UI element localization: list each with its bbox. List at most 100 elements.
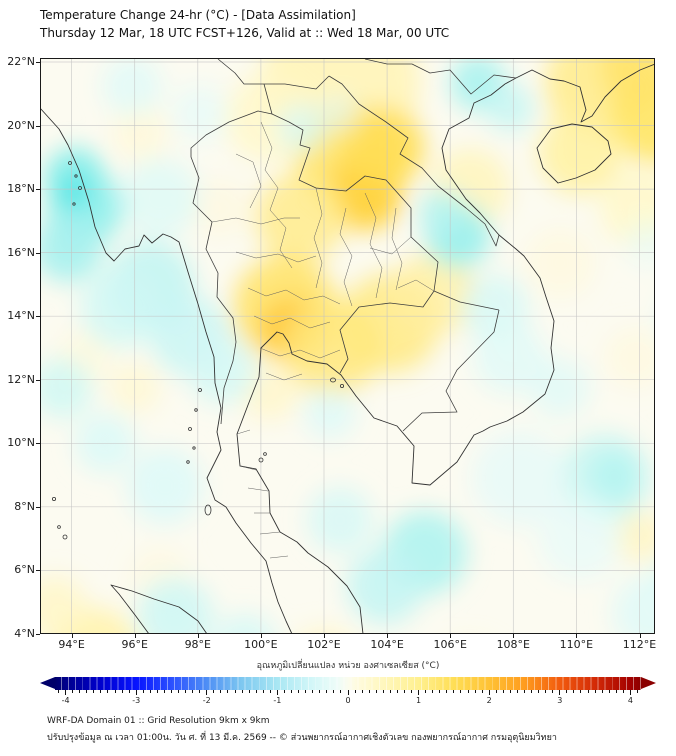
colorbar-minor-tick bbox=[192, 690, 194, 693]
colorbar-major-tick bbox=[206, 690, 208, 695]
colorbar-minor-tick bbox=[185, 690, 187, 693]
lon-tick-mark bbox=[197, 634, 199, 638]
colorbar-minor-tick bbox=[615, 690, 617, 693]
lon-tick-mark bbox=[387, 634, 389, 638]
anomaly-blob bbox=[278, 104, 326, 152]
anomaly-blob bbox=[605, 328, 655, 388]
anomaly-blob bbox=[347, 548, 423, 624]
colorbar-segments bbox=[55, 677, 641, 690]
lat-tick-label: 20°N bbox=[7, 118, 35, 132]
colorbar-minor-tick bbox=[283, 690, 285, 693]
colorbar-minor-tick bbox=[566, 690, 568, 693]
colorbar-minor-tick bbox=[411, 690, 413, 693]
anomaly-blob bbox=[40, 358, 92, 418]
border-china-vietnam bbox=[364, 58, 517, 95]
lat-tick-label: 12°N bbox=[7, 372, 35, 386]
lon-tick-mark bbox=[450, 634, 452, 638]
lat-tick-mark bbox=[36, 62, 40, 63]
colorbar-minor-tick bbox=[234, 690, 236, 693]
lon-tick-label: 100°E bbox=[244, 638, 278, 651]
lon-tick-mark bbox=[576, 634, 578, 638]
colorbar-minor-tick bbox=[86, 690, 88, 693]
colorbar-major-tick bbox=[135, 690, 137, 695]
colorbar-minor-tick bbox=[128, 690, 130, 693]
lon-tick-mark bbox=[513, 634, 515, 638]
border-laos-vietnam bbox=[328, 75, 500, 247]
colorbar-tick-label: -4 bbox=[61, 696, 70, 705]
lon-tick-label: 104°E bbox=[370, 638, 404, 651]
lon-tick-label: 96°E bbox=[121, 638, 148, 651]
colorbar-major-tick bbox=[347, 690, 349, 695]
lat-tick-label: 22°N bbox=[7, 55, 35, 68]
lat-tick-mark bbox=[36, 570, 40, 572]
colorbar-gradient bbox=[55, 677, 641, 690]
anomaly-blob bbox=[242, 365, 298, 421]
anomaly-blob bbox=[393, 251, 477, 335]
colorbar-minor-tick bbox=[580, 690, 582, 693]
anomaly-blob bbox=[486, 84, 534, 132]
colorbar-tick-label: 3 bbox=[557, 696, 563, 705]
colorbar-minor-tick bbox=[531, 690, 533, 693]
anomaly-blob bbox=[600, 58, 655, 108]
anomaly-blob bbox=[345, 108, 425, 188]
colorbar-minor-tick bbox=[538, 690, 540, 693]
coastline-hainan-island bbox=[536, 123, 612, 184]
map-title: Temperature Change 24-hr (°C) - [Data As… bbox=[40, 8, 356, 22]
anomaly-blob bbox=[530, 358, 590, 418]
lat-tick-mark bbox=[36, 125, 40, 127]
border-cambodia-vietnam bbox=[402, 309, 500, 432]
colorbar-major-tick bbox=[629, 690, 631, 695]
colorbar-minor-tick bbox=[375, 690, 377, 693]
lon-tick-mark bbox=[260, 634, 262, 638]
coastlines bbox=[40, 63, 655, 634]
anomaly-blob bbox=[304, 628, 346, 634]
colorbar-tick-label: 0 bbox=[345, 696, 351, 705]
colorbar-minor-tick bbox=[425, 690, 427, 693]
border-china-myanmar-laos bbox=[217, 58, 330, 115]
anomaly-blob bbox=[80, 268, 160, 348]
lat-tick-label: 10°N bbox=[7, 436, 35, 450]
lat-tick-label: 6°N bbox=[14, 563, 35, 577]
lon-tick-label: 108°E bbox=[496, 638, 531, 651]
anomaly-blob bbox=[612, 575, 655, 634]
anomaly-blob bbox=[57, 177, 89, 209]
lon-tick-label: 112°E bbox=[622, 638, 657, 651]
anomaly-blob bbox=[214, 613, 276, 634]
colorbar-minor-tick bbox=[298, 690, 300, 693]
colorbar-minor-tick bbox=[636, 690, 638, 693]
lat-tick-mark bbox=[36, 443, 40, 445]
colorbar-minor-tick bbox=[213, 690, 215, 693]
lat-tick-mark bbox=[36, 506, 40, 508]
colorbar-minor-tick bbox=[269, 690, 271, 693]
colorbar-minor-tick bbox=[403, 690, 405, 693]
lat-tick-mark bbox=[36, 379, 40, 381]
colorbar-minor-tick bbox=[58, 690, 60, 693]
colorbar-minor-tick bbox=[453, 690, 455, 693]
lon-tick-label: 102°E bbox=[307, 638, 341, 651]
anomaly-blob bbox=[190, 178, 250, 238]
colorbar-minor-tick bbox=[114, 690, 116, 693]
anomaly-blob bbox=[40, 576, 87, 634]
colorbar-minor-tick bbox=[326, 690, 328, 693]
anomaly-blob bbox=[472, 430, 568, 526]
anomaly-blob bbox=[626, 219, 655, 267]
anomaly-blob bbox=[614, 510, 655, 562]
lat-tick-label: 18°N bbox=[7, 182, 35, 196]
colorbar-tick-label: -3 bbox=[132, 696, 141, 705]
colorbar-minor-tick bbox=[156, 690, 158, 693]
grid-lines bbox=[40, 58, 655, 635]
colorbar-major-tick bbox=[418, 690, 420, 695]
lon-tick-label: 110°E bbox=[559, 638, 594, 651]
colorbar-minor-tick bbox=[446, 690, 448, 693]
colorbar-minor-tick bbox=[171, 690, 172, 693]
anomaly-blob bbox=[474, 322, 546, 394]
anomaly-blob bbox=[102, 58, 162, 116]
anomaly-blob bbox=[418, 189, 466, 237]
colorbar-minor-tick bbox=[460, 690, 462, 693]
colorbar-right-arrow bbox=[641, 677, 656, 689]
colorbar-minor-tick bbox=[227, 690, 229, 693]
colorbar-major-tick bbox=[276, 690, 278, 695]
map-plot bbox=[40, 58, 655, 635]
lat-tick-label: 8°N bbox=[14, 499, 35, 513]
